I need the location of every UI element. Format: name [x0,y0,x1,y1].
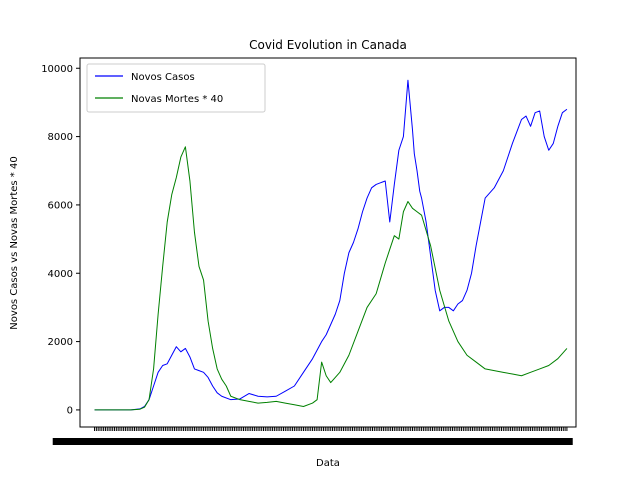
series-line-0 [94,79,568,411]
chart-title: Covid Evolution in Canada [249,38,407,52]
y-tick-label: 10000 [41,64,73,75]
x-tick-labels-overlap [52,438,573,445]
series-layer [94,79,568,411]
legend: Novos Casos Novas Mortes * 40 [86,63,266,113]
y-tick-label: 6000 [48,200,73,211]
x-axis-label: Data [316,458,340,469]
legend-label-novos-casos: Novos Casos [131,72,195,83]
y-axis: 0 2000 4000 6000 8000 10000 [41,64,80,416]
legend-label-novas-mortes: Novas Mortes * 40 [131,94,223,105]
plot-area [79,57,577,428]
y-tick-label: 4000 [48,269,73,280]
y-tick-label: 8000 [48,132,73,143]
y-axis-label: Novos Casos vs Novas Mortes * 40 [9,156,20,329]
y-tick-label: 0 [67,405,73,416]
y-tick-label: 2000 [48,337,73,348]
x-axis [52,427,573,445]
plot-frame [79,57,577,428]
series-line-1 [94,146,568,411]
legend-frame [86,63,266,113]
